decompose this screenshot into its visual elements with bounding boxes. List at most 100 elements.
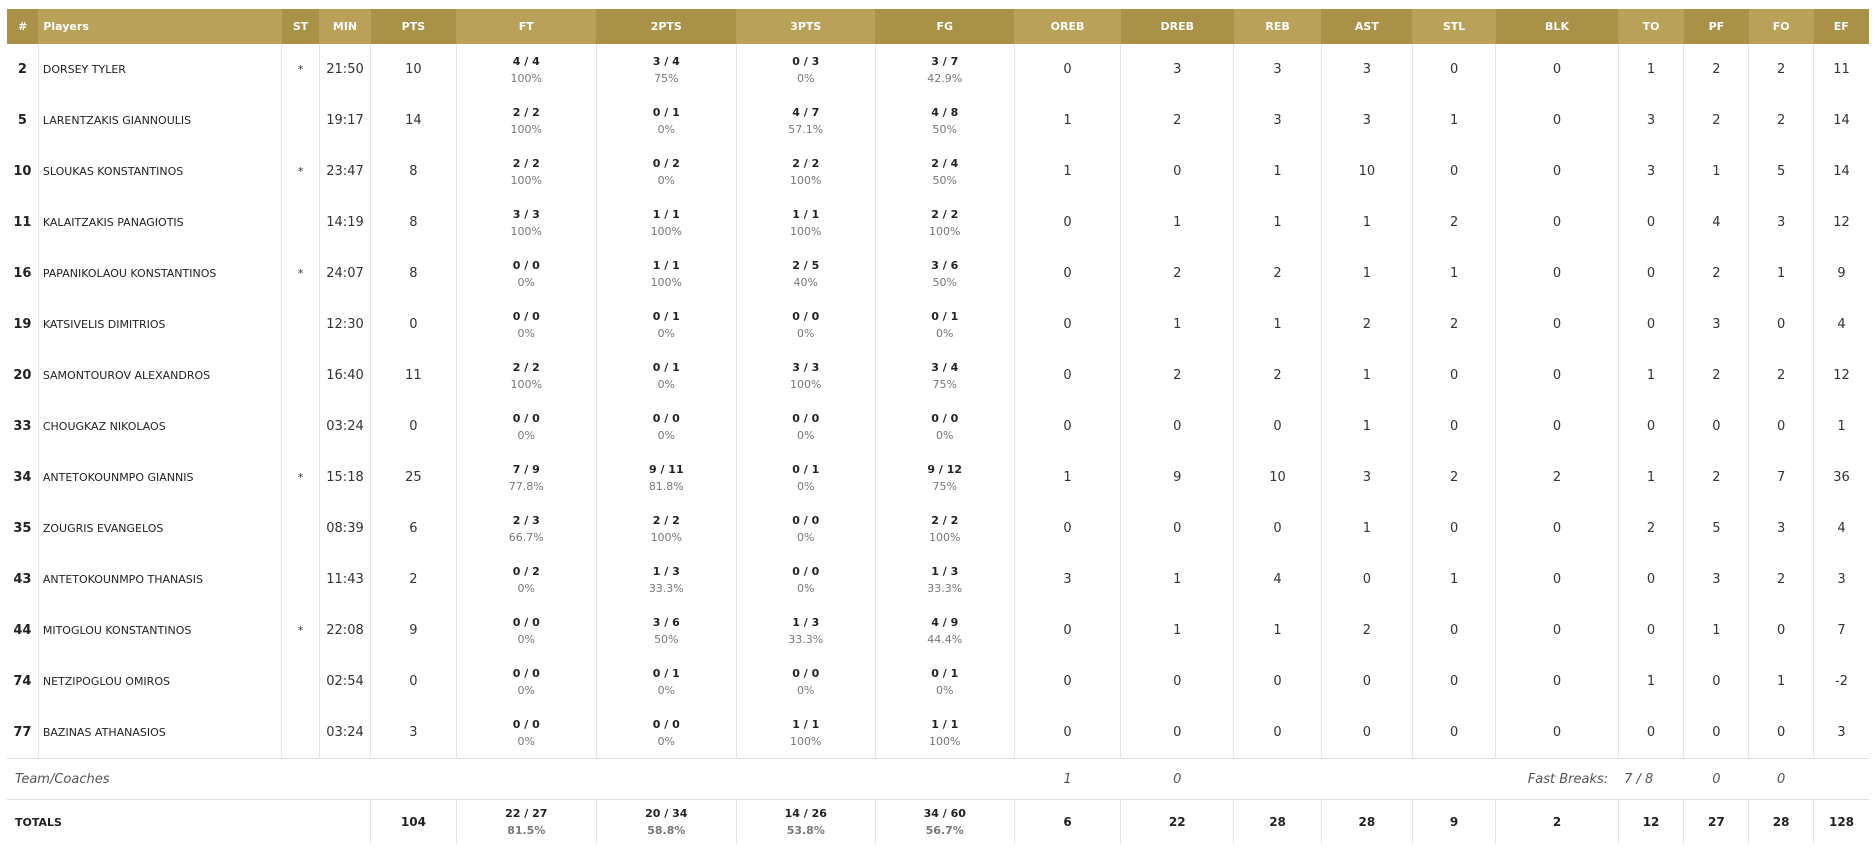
field-goals: 4 / 8 50% <box>875 95 1015 146</box>
header-players[interactable]: Players <box>38 9 282 44</box>
player-rows: 2 DORSEY TYLER * 21:50 10 4 / 4 100% 3 / 4 75% 0 … <box>7 44 1869 759</box>
free-throws: 3 / 3 100% <box>456 197 597 248</box>
player-name[interactable]: MITOGLOU KONSTANTINOS <box>38 605 283 656</box>
header-dreb[interactable]: DREB <box>1120 9 1234 44</box>
header-num[interactable]: # <box>7 9 39 44</box>
minutes: 12:30 <box>319 299 372 350</box>
totals-2pts: 20 / 34 58.8% <box>596 799 737 844</box>
field-goals: 0 / 0 0% <box>875 401 1015 452</box>
starter-mark <box>281 707 320 759</box>
assists: 0 <box>1321 554 1413 605</box>
header-pts[interactable]: PTS <box>370 9 457 44</box>
starter-mark <box>281 401 320 452</box>
three-pointers: 0 / 0 0% <box>736 503 876 554</box>
header-ef[interactable]: EF <box>1813 9 1869 44</box>
player-name[interactable]: BAZINAS ATHANASIOS <box>38 707 283 759</box>
rebounds: 0 <box>1233 401 1322 452</box>
offensive-rebounds: 0 <box>1014 197 1122 248</box>
header-blk[interactable]: BLK <box>1495 9 1619 44</box>
offensive-rebounds: 1 <box>1014 95 1122 146</box>
header-to[interactable]: TO <box>1618 9 1684 44</box>
header-2pts[interactable]: 2PTS <box>596 9 737 44</box>
player-name[interactable]: PAPANIKOLAOU KONSTANTINOS <box>38 248 283 299</box>
efficiency: 14 <box>1833 113 1850 128</box>
points: 8 <box>370 146 457 197</box>
header-st[interactable]: ST <box>281 9 320 44</box>
fouls-drawn: 1 <box>1748 248 1815 299</box>
personal-fouls: 0 <box>1683 656 1750 707</box>
player-name[interactable]: NETZIPOGLOU OMIROS <box>38 656 283 707</box>
personal-fouls: 3 <box>1683 554 1750 605</box>
player-name[interactable]: SAMONTOUROV ALEXANDROS <box>38 350 283 401</box>
turnovers: 0 <box>1618 197 1685 248</box>
header-stl[interactable]: STL <box>1412 9 1496 44</box>
offensive-rebounds: 1 <box>1014 452 1122 503</box>
efficiency: 14 <box>1833 164 1850 179</box>
player-name[interactable]: KALAITZAKIS PANAGIOTIS <box>38 197 283 248</box>
fouls-drawn: 2 <box>1748 554 1815 605</box>
blocks: 0 <box>1495 299 1619 350</box>
turnovers: 1 <box>1618 452 1685 503</box>
player-name[interactable]: CHOUGKAZ NIKOLAOS <box>38 401 283 452</box>
header-pf[interactable]: PF <box>1683 9 1749 44</box>
offensive-rebounds: 0 <box>1014 656 1122 707</box>
assists: 3 <box>1321 95 1413 146</box>
blocks: 0 <box>1495 350 1619 401</box>
defensive-rebounds: 0 <box>1120 401 1235 452</box>
personal-fouls: 2 <box>1683 452 1750 503</box>
player-name[interactable]: LARENTZAKIS GIANNOULIS <box>38 95 283 146</box>
player-name[interactable]: ANTETOKOUNMPO THANASIS <box>38 554 283 605</box>
rebounds: 3 <box>1233 95 1322 146</box>
team-pf: 0 <box>1748 758 1814 800</box>
player-name[interactable]: SLOUKAS KONSTANTINOS <box>38 146 283 197</box>
player-name[interactable]: KATSIVELIS DIMITRIOS <box>38 299 283 350</box>
header-oreb[interactable]: OREB <box>1014 9 1121 44</box>
efficiency: 4 <box>1837 317 1846 332</box>
efficiency: 4 <box>1837 521 1846 536</box>
efficiency: 12 <box>1833 368 1850 383</box>
player-row: 20 SAMONTOUROV ALEXANDROS 16:40 11 2 / 2 100%… <box>7 350 1869 401</box>
offensive-rebounds: 0 <box>1014 503 1122 554</box>
rebounds: 0 <box>1233 503 1322 554</box>
player-row: 19 KATSIVELIS DIMITRIOS 12:30 0 0 / 0 0% 0 / 1… <box>7 299 1869 350</box>
turnovers: 3 <box>1618 146 1685 197</box>
fouls-drawn: 2 <box>1748 44 1815 95</box>
player-row: 77 BAZINAS ATHANASIOS 03:24 3 0 / 0 0% 0 / 0 0%… <box>7 707 1869 759</box>
header-min[interactable]: MIN <box>319 9 371 44</box>
field-goals: 9 / 12 75% <box>875 452 1015 503</box>
free-throws: 4 / 4 100% <box>456 44 597 95</box>
starter-mark <box>281 350 320 401</box>
personal-fouls: 1 <box>1683 605 1750 656</box>
two-pointers: 3 / 6 50% <box>596 605 737 656</box>
summary-rows: Team/Coaches 1 0 Fast Breaks: 7 / 8 0 0 … <box>7 758 1869 844</box>
header-reb[interactable]: REB <box>1233 9 1322 44</box>
offensive-rebounds: 0 <box>1014 299 1122 350</box>
header-fg[interactable]: FG <box>875 9 1015 44</box>
totals-label: TOTALS <box>7 799 320 844</box>
points: 3 <box>370 707 457 759</box>
defensive-rebounds: 1 <box>1120 605 1235 656</box>
defensive-rebounds: 3 <box>1120 44 1235 95</box>
player-name[interactable]: DORSEY TYLER <box>38 44 283 95</box>
assists: 3 <box>1321 452 1413 503</box>
header-fo[interactable]: FO <box>1748 9 1814 44</box>
player-number: 20 <box>7 350 39 401</box>
field-goals: 4 / 9 44.4% <box>875 605 1015 656</box>
totals-ef: 128 <box>1813 799 1869 844</box>
steals: 0 <box>1412 401 1497 452</box>
team-coaches-row: Team/Coaches 1 0 Fast Breaks: 7 / 8 0 0 <box>7 758 1869 800</box>
totals-to: 12 <box>1618 799 1685 844</box>
personal-fouls: 2 <box>1683 350 1750 401</box>
player-name[interactable]: ZOUGRIS EVANGELOS <box>38 503 283 554</box>
two-pointers: 2 / 2 100% <box>596 503 737 554</box>
header-3pts[interactable]: 3PTS <box>736 9 876 44</box>
personal-fouls: 4 <box>1683 197 1750 248</box>
rebounds: 0 <box>1233 707 1322 759</box>
boxscore-container: # Players ST MIN PTS FT 2PTS 3PTS FG ORE… <box>7 9 1869 844</box>
header-ast[interactable]: AST <box>1321 9 1413 44</box>
header-ft[interactable]: FT <box>456 9 597 44</box>
player-row: 33 CHOUGKAZ NIKOLAOS 03:24 0 0 / 0 0% 0 / 0 0% 0… <box>7 401 1869 452</box>
efficiency: 36 <box>1833 470 1850 485</box>
player-name[interactable]: ANTETOKOUNMPO GIANNIS <box>38 452 283 503</box>
